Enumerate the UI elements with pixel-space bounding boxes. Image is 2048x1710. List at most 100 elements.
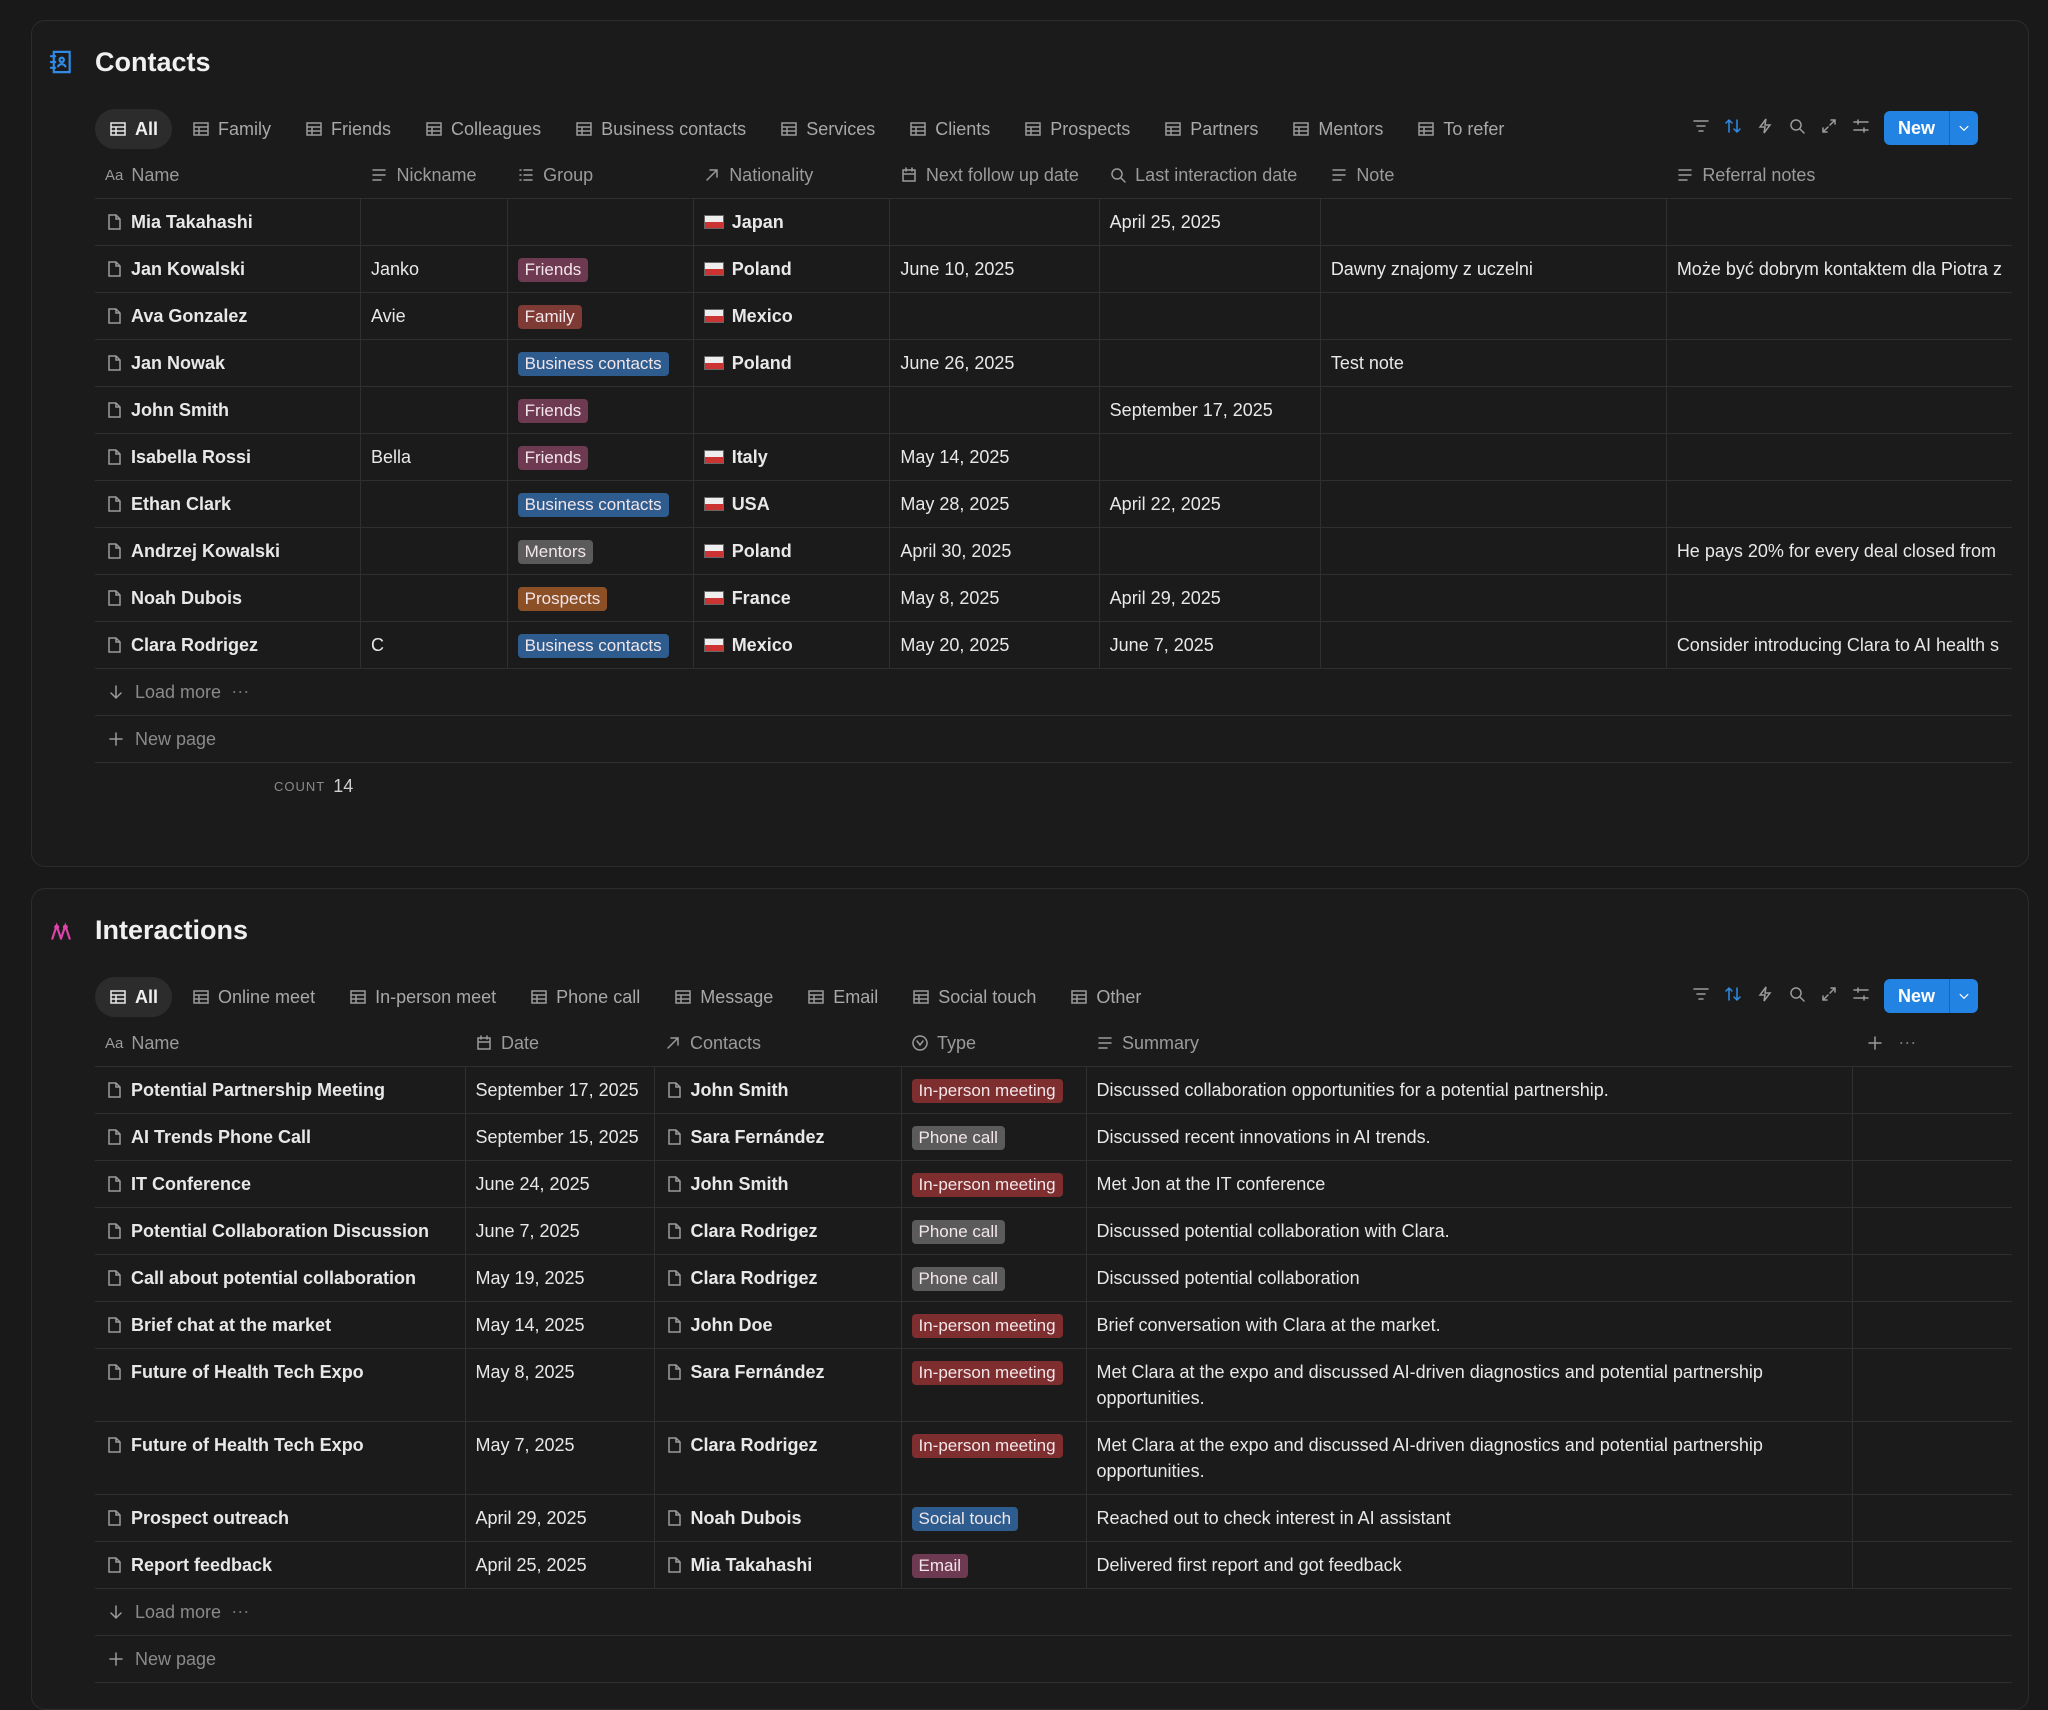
table-cell: Business contacts — [507, 339, 694, 387]
row-title[interactable]: Report feedback — [131, 1555, 273, 1575]
icon — [477, 1035, 491, 1050]
tag: Prospects — [517, 587, 608, 611]
view-tab[interactable]: Services — [766, 109, 889, 149]
view-tab[interactable]: All — [95, 977, 173, 1017]
column-header[interactable]: Nationality — [693, 152, 890, 199]
cell-text[interactable]: Mia Takahashi — [690, 1555, 813, 1575]
icon — [108, 543, 121, 559]
tool-button[interactable] — [1692, 117, 1710, 140]
column-header[interactable]: Type — [901, 1020, 1086, 1067]
row-title[interactable]: Potential Partnership Meeting — [131, 1080, 386, 1100]
cell-text[interactable]: Noah Dubois — [690, 1508, 802, 1528]
tool-button[interactable] — [1692, 985, 1710, 1008]
column-header[interactable]: Last interaction date — [1099, 152, 1321, 199]
new-page[interactable]: New page — [95, 1636, 2012, 1683]
row-title[interactable]: Ethan Clark — [131, 494, 232, 514]
view-tab[interactable]: Phone call — [516, 977, 654, 1017]
row-title[interactable]: Future of Health Tech Expo — [131, 1435, 364, 1455]
cell-text[interactable]: Clara Rodrigez — [690, 1221, 818, 1241]
row-title[interactable]: Jan Kowalski — [131, 259, 246, 279]
column-header[interactable]: Referral notes — [1666, 152, 2012, 199]
tool-button[interactable] — [1724, 985, 1742, 1008]
view-tab[interactable]: Social touch — [898, 977, 1050, 1017]
column-header[interactable]: Date — [465, 1020, 654, 1067]
view-tab[interactable]: Family — [178, 109, 285, 149]
view-tab[interactable]: Email — [793, 977, 892, 1017]
row-title[interactable]: Clara Rodrigez — [131, 635, 259, 655]
row-title[interactable]: Andrzej Kowalski — [131, 541, 281, 561]
load-more[interactable]: Load more — [95, 1589, 2012, 1636]
column-header[interactable]: Nickname — [360, 152, 508, 199]
load-more[interactable]: Load more — [95, 669, 2012, 716]
cell-text[interactable]: Clara Rodrigez — [690, 1435, 818, 1455]
new-dropdown[interactable] — [1949, 111, 1978, 145]
row-title[interactable]: IT Conference — [131, 1174, 252, 1194]
table-cell: Avie — [360, 292, 508, 340]
cell-content: September 17, 2025 — [1110, 397, 1310, 423]
column-header[interactable]: Contacts — [654, 1020, 901, 1067]
new-button[interactable]: New — [1884, 111, 1979, 145]
icon — [667, 1510, 681, 1526]
row-title[interactable]: Potential Collaboration Discussion — [131, 1221, 430, 1241]
icon — [108, 1223, 121, 1239]
cell-text[interactable]: John Smith — [690, 1174, 789, 1194]
icon — [706, 169, 718, 181]
tool-button[interactable] — [1724, 117, 1742, 140]
row-title[interactable]: AI Trends Phone Call — [131, 1127, 312, 1147]
column-header[interactable]: Aa Name — [95, 1020, 465, 1067]
cell-text[interactable]: John Smith — [690, 1080, 789, 1100]
row-title[interactable]: Isabella Rossi — [131, 447, 252, 467]
table-cell: USA — [693, 480, 891, 528]
view-tab[interactable]: Partners — [1150, 109, 1272, 149]
tab-label: Friends — [331, 118, 392, 139]
view-tab[interactable]: All — [95, 109, 173, 149]
row-title[interactable]: Mia Takahashi — [131, 212, 253, 232]
table-cell — [360, 480, 508, 528]
view-tab[interactable]: Mentors — [1278, 109, 1397, 149]
tool-button[interactable] — [1820, 117, 1838, 140]
tool-button[interactable] — [1788, 985, 1806, 1008]
row-title[interactable]: Ava Gonzalez — [131, 306, 248, 326]
cell-content: May 28, 2025 — [900, 491, 1088, 517]
row-title[interactable]: John Smith — [131, 400, 229, 420]
tool-button[interactable] — [1756, 117, 1774, 140]
row-title[interactable]: Noah Dubois — [131, 588, 242, 608]
column-header[interactable]: Aa Name — [95, 152, 361, 199]
new-page[interactable]: New page — [95, 716, 2012, 763]
column-header[interactable]: Next follow up date — [889, 152, 1100, 199]
view-tab[interactable]: Clients — [895, 109, 1004, 149]
new-button[interactable]: New — [1884, 979, 1979, 1013]
table-cell: Email — [901, 1541, 1087, 1589]
view-tab[interactable]: Colleagues — [411, 109, 555, 149]
cell-text: Consider introducing Clara to AI health … — [1676, 635, 1999, 655]
cell-text[interactable]: John Doe — [690, 1315, 773, 1335]
row-title[interactable]: Prospect outreach — [131, 1508, 290, 1528]
tool-button[interactable] — [1820, 985, 1838, 1008]
view-tab[interactable]: In-person meet — [335, 977, 510, 1017]
row-title[interactable]: Brief chat at the market — [131, 1315, 332, 1335]
tool-button[interactable] — [1852, 117, 1870, 140]
view-tab[interactable]: Online meet — [178, 977, 329, 1017]
tool-button[interactable] — [1788, 117, 1806, 140]
column-header[interactable]: Summary — [1086, 1020, 1852, 1067]
tag: Phone call — [911, 1267, 1005, 1291]
table-cell: John Smith — [654, 1066, 902, 1114]
view-tab[interactable]: Other — [1056, 977, 1155, 1017]
tool-button[interactable] — [1756, 985, 1774, 1008]
tool-button[interactable] — [1852, 985, 1870, 1008]
view-tab[interactable]: Business contacts — [561, 109, 760, 149]
cell-text[interactable]: Sara Fernández — [690, 1127, 825, 1147]
view-tab[interactable]: To refer — [1403, 109, 1518, 149]
view-tab[interactable]: Friends — [291, 109, 405, 149]
column-header[interactable]: Note — [1320, 152, 1667, 199]
cell-text[interactable]: Clara Rodrigez — [690, 1268, 818, 1288]
row-title[interactable]: Future of Health Tech Expo — [131, 1362, 364, 1382]
view-tab[interactable]: Prospects — [1010, 109, 1144, 149]
row-title[interactable]: Call about potential collaboration — [131, 1268, 417, 1288]
column-header[interactable]: Group — [507, 152, 694, 199]
cell-text[interactable]: Sara Fernández — [690, 1362, 825, 1382]
view-tab[interactable]: Message — [660, 977, 787, 1017]
row-title[interactable]: Jan Nowak — [131, 353, 226, 373]
contacts-panel: Contacts All Family Friends Colleagues Busine… — [31, 20, 2029, 867]
new-dropdown[interactable] — [1949, 979, 1978, 1013]
